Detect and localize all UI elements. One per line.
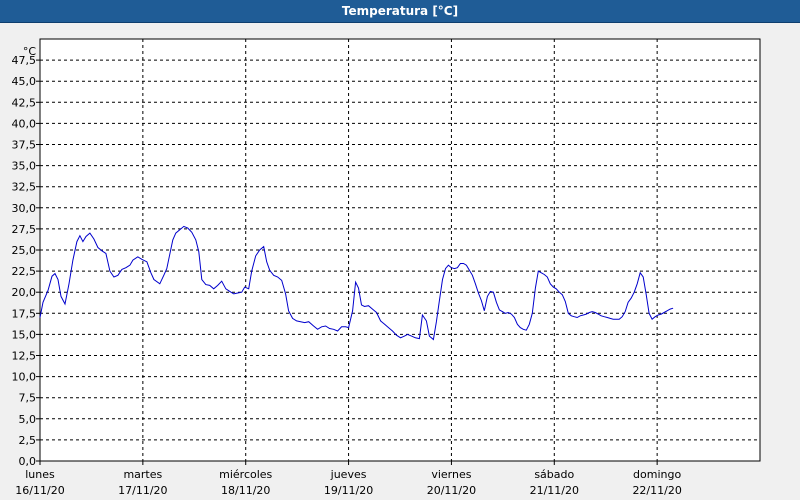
x-tick-day-label: lunes [25, 468, 55, 481]
y-tick-label: 40,0 [12, 117, 37, 130]
y-tick-label: 7,5 [19, 392, 37, 405]
y-tick-label: 17,5 [12, 307, 37, 320]
x-tick-day-label: martes [123, 468, 162, 481]
temperature-series-line [39, 225, 674, 341]
x-tick-date-label: 21/11/20 [530, 484, 579, 497]
y-tick-label: 2,5 [19, 434, 37, 447]
y-tick-label: 10,0 [12, 371, 37, 384]
x-tick-date-label: 16/11/20 [15, 484, 64, 497]
y-tick-label: 5,0 [19, 413, 37, 426]
y-tick-label: 22,5 [12, 265, 37, 278]
y-tick-label: 47,5 [12, 54, 37, 67]
x-tick-date-label: 17/11/20 [118, 484, 167, 497]
x-tick-day-label: jueves [330, 468, 367, 481]
y-tick-label: 35,0 [12, 160, 37, 173]
y-tick-label: 27,5 [12, 223, 37, 236]
y-tick-label: 0,0 [19, 455, 37, 468]
y-tick-label: 37,5 [12, 139, 37, 152]
x-tick-day-label: viernes [431, 468, 471, 481]
x-tick-date-label: 19/11/20 [324, 484, 373, 497]
grid-lines [40, 39, 760, 461]
y-tick-label: 42,5 [12, 96, 37, 109]
y-tick-label: 12,5 [12, 350, 37, 363]
y-tick-label: 25,0 [12, 244, 37, 257]
series-layer [39, 225, 674, 341]
x-tick-day-label: sábado [534, 468, 574, 481]
y-tick-label: 32,5 [12, 181, 37, 194]
x-tick-date-label: 20/11/20 [427, 484, 476, 497]
y-tick-label: 45,0 [12, 75, 37, 88]
y-tick-label: 30,0 [12, 202, 37, 215]
y-tick-label: 15,0 [12, 328, 37, 341]
x-tick-date-label: 18/11/20 [221, 484, 270, 497]
y-tick-label: 20,0 [12, 286, 37, 299]
chart-title: Temperatura [°C] [0, 0, 800, 23]
axes: 0,0 2,5 5,0 7,5 10,0 12,5 15,0 17,5 20,0 22,5 25,0… [12, 45, 682, 497]
x-tick-date-label: 22/11/20 [632, 484, 681, 497]
x-tick-day-label: miércoles [219, 468, 272, 481]
y-axis-unit: °C [23, 45, 37, 58]
x-tick-day-label: domingo [633, 468, 681, 481]
temperature-chart: 0,0 2,5 5,0 7,5 10,0 12,5 15,0 17,5 20,0 22,5 25,0… [12, 38, 761, 497]
